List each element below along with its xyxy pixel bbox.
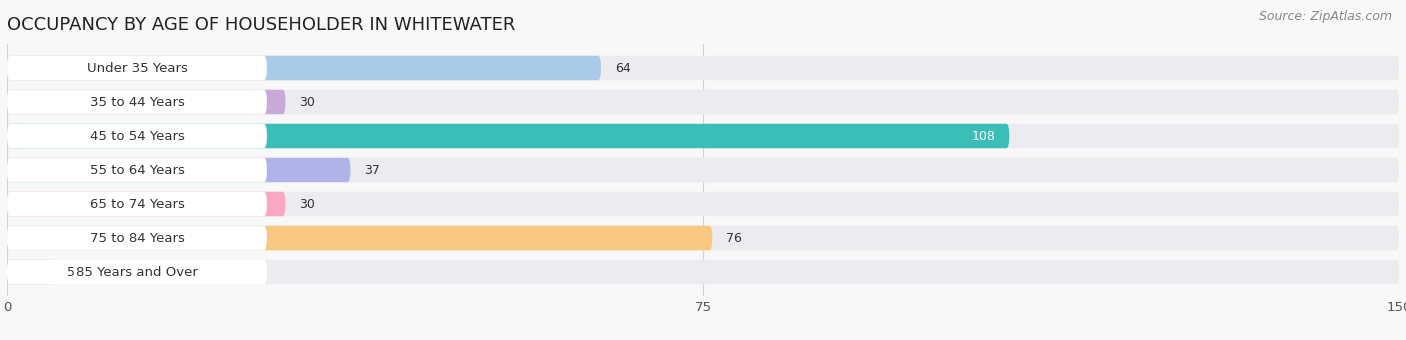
FancyBboxPatch shape bbox=[7, 192, 267, 216]
FancyBboxPatch shape bbox=[7, 192, 1399, 216]
FancyBboxPatch shape bbox=[7, 124, 1010, 148]
Text: 75 to 84 Years: 75 to 84 Years bbox=[90, 232, 184, 244]
FancyBboxPatch shape bbox=[7, 124, 267, 148]
FancyBboxPatch shape bbox=[7, 158, 267, 182]
FancyBboxPatch shape bbox=[7, 158, 1399, 182]
FancyBboxPatch shape bbox=[7, 90, 285, 114]
Text: OCCUPANCY BY AGE OF HOUSEHOLDER IN WHITEWATER: OCCUPANCY BY AGE OF HOUSEHOLDER IN WHITE… bbox=[7, 16, 516, 34]
Text: 108: 108 bbox=[972, 130, 995, 142]
FancyBboxPatch shape bbox=[7, 56, 267, 80]
Text: 65 to 74 Years: 65 to 74 Years bbox=[90, 198, 184, 210]
Text: 35 to 44 Years: 35 to 44 Years bbox=[90, 96, 184, 108]
FancyBboxPatch shape bbox=[7, 226, 1399, 250]
FancyBboxPatch shape bbox=[7, 260, 53, 284]
FancyBboxPatch shape bbox=[7, 124, 1399, 148]
FancyBboxPatch shape bbox=[7, 90, 1399, 114]
FancyBboxPatch shape bbox=[7, 192, 285, 216]
FancyBboxPatch shape bbox=[7, 260, 1399, 284]
Text: 30: 30 bbox=[299, 96, 315, 108]
FancyBboxPatch shape bbox=[7, 260, 267, 284]
Text: 76: 76 bbox=[725, 232, 742, 244]
Text: 5: 5 bbox=[67, 266, 76, 278]
FancyBboxPatch shape bbox=[7, 56, 600, 80]
Text: 37: 37 bbox=[364, 164, 380, 176]
Text: 55 to 64 Years: 55 to 64 Years bbox=[90, 164, 184, 176]
Text: 85 Years and Over: 85 Years and Over bbox=[76, 266, 198, 278]
FancyBboxPatch shape bbox=[7, 158, 350, 182]
Text: Under 35 Years: Under 35 Years bbox=[87, 62, 187, 74]
FancyBboxPatch shape bbox=[7, 226, 267, 250]
FancyBboxPatch shape bbox=[7, 90, 267, 114]
Text: 30: 30 bbox=[299, 198, 315, 210]
Text: 64: 64 bbox=[614, 62, 631, 74]
FancyBboxPatch shape bbox=[7, 226, 713, 250]
Text: 45 to 54 Years: 45 to 54 Years bbox=[90, 130, 184, 142]
FancyBboxPatch shape bbox=[7, 56, 1399, 80]
Text: Source: ZipAtlas.com: Source: ZipAtlas.com bbox=[1258, 10, 1392, 23]
